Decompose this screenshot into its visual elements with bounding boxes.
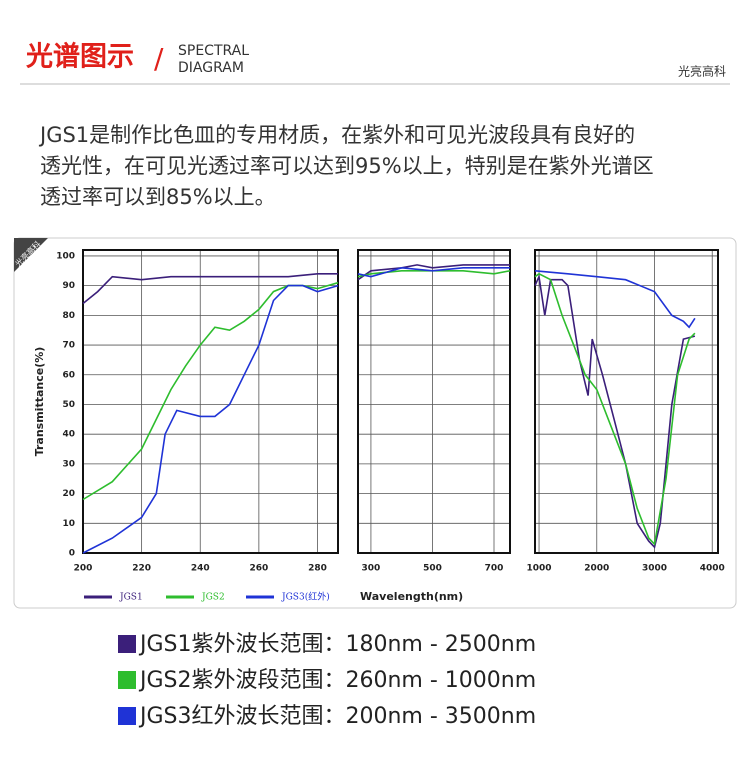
x-tick-label: 4000	[700, 564, 725, 574]
x-tick-label: 3000	[642, 564, 667, 574]
range-swatch	[118, 671, 136, 689]
x-tick-label: 200	[74, 564, 93, 574]
y-tick-label: 70	[62, 341, 75, 351]
x-axis-label: Wavelength(nm)	[360, 590, 463, 603]
y-axis-label: Transmittance(%)	[33, 347, 46, 457]
range-swatch	[118, 635, 136, 653]
x-tick-label: 500	[423, 564, 442, 574]
x-tick-label: 1000	[527, 564, 552, 574]
y-tick-label: 90	[62, 281, 75, 291]
header-subtitle: SPECTRAL	[178, 43, 249, 59]
brand: 光亮高科	[678, 64, 726, 79]
header-slash: /	[154, 42, 164, 75]
x-tick-label: 220	[132, 564, 151, 574]
intro-line: JGS1是制作比色皿的专用材质，在紫外和可见光波段具有良好的	[38, 123, 635, 147]
legend-label: JGS1	[119, 593, 143, 603]
x-tick-label: 2000	[584, 564, 609, 574]
y-tick-label: 80	[62, 311, 75, 321]
range-text: JGS2紫外波段范围：260nm - 1000nm	[138, 668, 536, 693]
series-line	[82, 284, 339, 554]
x-tick-label: 300	[362, 564, 381, 574]
intro-line: 透过率可以到85%以上。	[40, 185, 276, 209]
x-tick-label: 240	[191, 564, 210, 574]
badge-corner	[14, 238, 48, 272]
chart-frame	[13, 237, 737, 609]
y-tick-label: 100	[56, 251, 75, 261]
x-tick-label: 700	[485, 564, 504, 574]
y-tick-label: 50	[62, 400, 75, 410]
panel-border	[357, 249, 511, 554]
series-line	[357, 264, 510, 281]
y-tick-label: 10	[62, 519, 75, 529]
series-line	[534, 270, 696, 329]
header-title: 光谱图示	[25, 41, 134, 73]
x-tick-label: 260	[249, 564, 268, 574]
intro-line: 透光性，在可见光透过率可以达到95%以上，特别是在紫外光谱区	[40, 154, 654, 178]
series-line	[357, 266, 510, 278]
x-tick-label: 280	[308, 564, 327, 574]
y-tick-label: 20	[62, 489, 75, 499]
y-tick-label: 0	[69, 549, 75, 559]
y-tick-label: 30	[62, 459, 75, 469]
panel-border	[534, 249, 719, 554]
series-line	[82, 273, 338, 305]
panel-border	[82, 249, 339, 554]
header-subtitle: DIAGRAM	[178, 60, 244, 76]
y-tick-label: 40	[62, 430, 75, 440]
range-swatch	[118, 707, 136, 725]
y-tick-label: 60	[62, 370, 75, 380]
legend-label: JGS3(红外)	[281, 591, 330, 603]
series-line	[534, 272, 696, 546]
range-text: JGS3红外波长范围：200nm - 3500nm	[138, 704, 536, 729]
range-text: JGS1紫外波长范围：180nm - 2500nm	[138, 632, 536, 657]
legend-label: JGS2	[201, 593, 225, 603]
